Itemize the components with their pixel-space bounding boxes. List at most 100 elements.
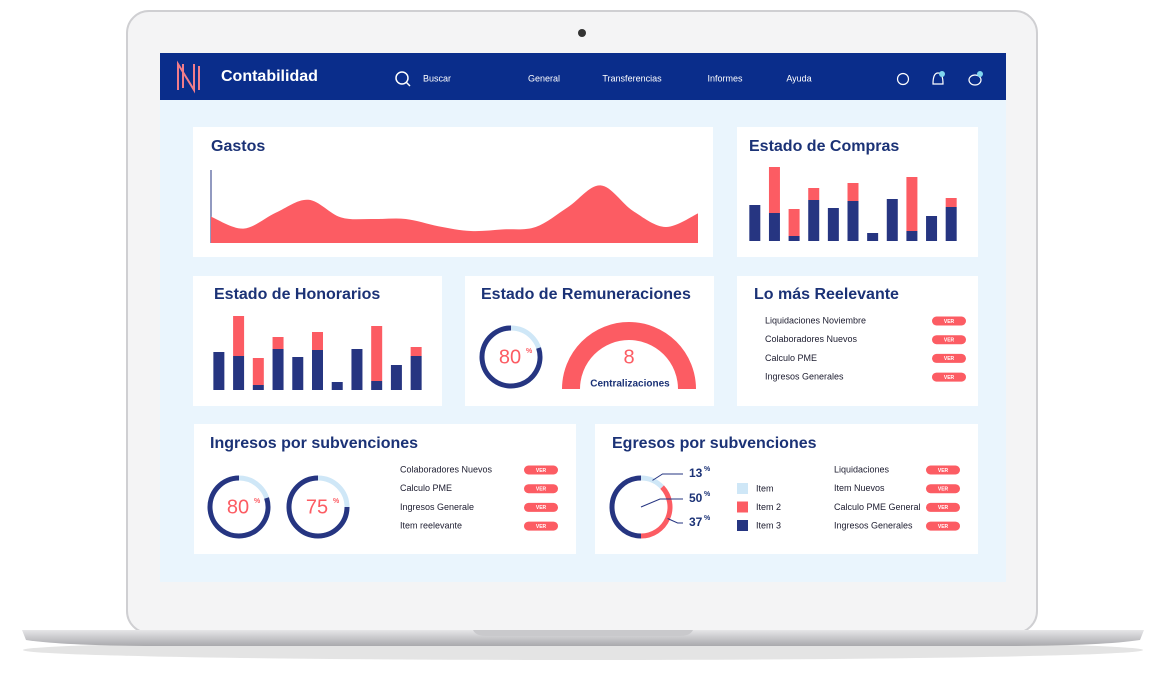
notch	[473, 630, 693, 636]
ver-label[interactable]: VER	[938, 524, 949, 530]
leader-line	[652, 473, 683, 481]
nav-bar	[160, 53, 1006, 100]
ver-label[interactable]: VER	[536, 468, 547, 474]
search-icon[interactable]	[395, 71, 409, 85]
donut-arc	[286, 475, 350, 539]
bar-segment	[351, 349, 363, 390]
search[interactable]: Buscar	[423, 73, 451, 83]
ver-button[interactable]	[932, 372, 966, 382]
donut-unit: %	[333, 498, 340, 505]
bar-segment	[252, 358, 264, 385]
badge	[939, 71, 945, 77]
ver-label[interactable]: VER	[944, 319, 955, 325]
area	[211, 185, 698, 243]
ver-label[interactable]: VER	[938, 468, 949, 474]
bar-segment	[272, 349, 284, 390]
ver-label[interactable]: VER	[944, 338, 955, 344]
donut-unit: %	[526, 348, 533, 355]
bar-segment	[926, 216, 938, 241]
panel-title: Egresos por subvenciones	[612, 435, 817, 452]
gauge-arc	[562, 322, 696, 390]
ver-label[interactable]: VER	[938, 505, 949, 511]
gauge-label: Centralizaciones	[590, 379, 670, 390]
bar-segment	[945, 198, 957, 207]
bar-segment	[410, 356, 422, 390]
bar-segment	[768, 167, 780, 213]
donut-value: 75	[306, 496, 328, 518]
ver-button[interactable]	[926, 502, 960, 512]
bar-segment	[768, 213, 780, 241]
donut-segment	[609, 475, 642, 539]
leader-line	[640, 498, 683, 508]
bar-segment	[847, 201, 859, 241]
ver-label[interactable]: VER	[536, 505, 547, 511]
ver-button[interactable]	[926, 521, 960, 531]
list-item: Calculo PME General	[834, 502, 921, 512]
ver-button[interactable]	[926, 465, 960, 475]
user-icon[interactable]	[896, 72, 910, 86]
ver-label[interactable]: VER	[944, 375, 955, 381]
bell-icon[interactable]	[932, 72, 944, 85]
legend-swatch	[737, 520, 748, 531]
list-item: Colaboradores Nuevos	[765, 334, 858, 344]
bar-segment	[252, 385, 264, 390]
laptop-base	[22, 630, 1144, 646]
donut-segment	[640, 475, 664, 489]
donut-value: 80	[227, 496, 249, 518]
bar-segment	[410, 347, 422, 356]
ver-button[interactable]	[926, 484, 960, 494]
list-item: Liquidaciones	[834, 464, 890, 474]
bar-segment	[906, 177, 918, 231]
bar-segment	[867, 233, 879, 241]
bar-segment	[272, 337, 284, 349]
list-item: Colaboradores Nuevos	[400, 464, 493, 474]
chat-icon[interactable]	[968, 74, 982, 86]
list-item: Liquidaciones Noviembre	[765, 315, 866, 325]
bar-segment	[312, 332, 323, 350]
donut-unit: %	[254, 498, 261, 505]
list-item: Calculo PME	[765, 353, 817, 363]
legend-label: Item 3	[756, 520, 781, 530]
legend-label: Item	[756, 483, 774, 493]
bar-segment	[331, 382, 343, 390]
ver-button[interactable]	[932, 353, 966, 363]
brand: Contabilidad	[221, 68, 318, 85]
legend-swatch	[737, 483, 748, 494]
bar-segment	[213, 352, 225, 390]
segment-unit: %	[704, 466, 711, 473]
ver-button[interactable]	[524, 521, 558, 531]
segment-unit: %	[704, 491, 711, 498]
ver-label[interactable]: VER	[944, 356, 955, 362]
nav-link[interactable]: General	[528, 73, 560, 83]
nav-link[interactable]: Informes	[707, 73, 743, 83]
legend-label: Item 2	[756, 502, 781, 512]
ver-button[interactable]	[524, 502, 558, 512]
panel-title: Lo más Reelevante	[754, 286, 899, 303]
ver-button[interactable]	[524, 465, 558, 475]
panel-title: Gastos	[211, 138, 265, 155]
bar-segment	[371, 381, 383, 390]
bar-segment	[233, 356, 245, 390]
ver-label[interactable]: VER	[536, 524, 547, 530]
bar-segment	[808, 200, 820, 241]
panel-title: Estado de Honorarios	[214, 286, 380, 303]
bar-segment	[886, 199, 898, 241]
bar-segment	[788, 236, 800, 241]
ver-button[interactable]	[932, 316, 966, 326]
bar-segment	[371, 326, 383, 381]
bar-segment	[788, 209, 800, 236]
gauge-value: 8	[623, 346, 634, 368]
segment-value: 13	[689, 466, 703, 480]
nav-link[interactable]: Transferencias	[602, 73, 662, 83]
ver-label[interactable]: VER	[938, 487, 949, 493]
nav-link[interactable]: Ayuda	[786, 73, 811, 83]
segment-value: 37	[689, 515, 703, 529]
list-item: Ingresos Generales	[834, 520, 913, 530]
ver-label[interactable]: VER	[536, 487, 547, 493]
ver-button[interactable]	[524, 484, 558, 494]
donut-arc	[207, 475, 271, 539]
bar-segment	[233, 316, 245, 356]
bar-segment	[292, 357, 304, 390]
ver-button[interactable]	[932, 335, 966, 345]
